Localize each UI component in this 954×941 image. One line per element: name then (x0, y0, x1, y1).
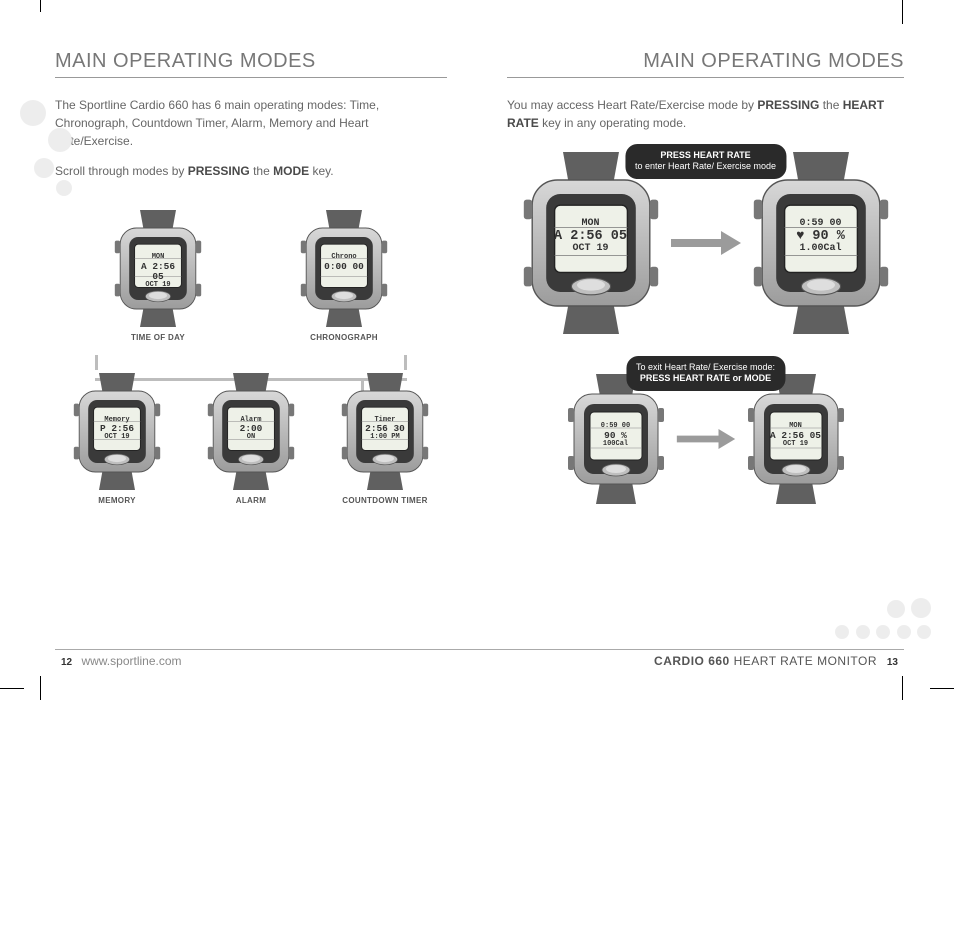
mode-cycle-diagram: MON A 2:56 05 OCT 19 TIME OF DAY (55, 210, 447, 580)
page-number: 13 (887, 657, 898, 668)
callout-enter: PRESS HEART RATE to enter Heart Rate/ Ex… (625, 144, 786, 179)
callout-exit: To exit Heart Rate/ Exercise mode: PRESS… (626, 356, 785, 391)
watch-icon: MON A 2:56 05 OCT 19 (746, 374, 846, 504)
section-heading: MAIN OPERATING MODES (507, 50, 904, 78)
callout-bold: PRESS HEART RATE (660, 150, 750, 160)
footer-right: CARDIO 660 HEART RATE MONITOR 13 (654, 654, 904, 668)
text-bold: MODE (273, 164, 309, 178)
decorative-dots (834, 598, 932, 644)
page-left: MAIN OPERATING MODES The Sportline Cardi… (0, 0, 477, 690)
footer-url: www.sportline.com (81, 654, 181, 668)
callout-bold: PRESS HEART RATE or MODE (640, 373, 771, 383)
watch-memory: Memory P 2:56 OCT 19 MEMORY (72, 373, 162, 506)
callout-text: to enter Heart Rate/ Exercise mode (635, 161, 776, 171)
watch-caption: ALARM (206, 496, 296, 506)
heart-rate-diagram: PRESS HEART RATE to enter Heart Rate/ Ex… (507, 152, 904, 504)
watch-icon: 0:59 00 ♥ 90 % 1.00Cal (751, 152, 891, 334)
connector-line (95, 355, 407, 370)
callout-text: To exit Heart Rate/ Exercise mode: (636, 362, 775, 372)
product-bold: CARDIO 660 (654, 654, 730, 668)
watch-icon: Alarm 2:00 ON (206, 373, 296, 490)
watch-caption: MEMORY (72, 496, 162, 506)
text: You may access Heart Rate/Exercise mode … (507, 98, 757, 112)
product-name: CARDIO 660 HEART RATE MONITOR (654, 654, 881, 668)
page-footer: 12 www.sportline.com CARDIO 660 HEART RA… (55, 649, 904, 668)
text-bold: PRESSING (757, 98, 819, 112)
decorative-dot (34, 158, 54, 178)
watch-countdown-timer: Timer 2:56 30 1:00 PM COUNTDOWN TIMER (340, 373, 430, 506)
watch-chronograph: Chrono 0:00 00 CHRONOGRAPH (299, 210, 389, 343)
decorative-dot (48, 128, 72, 152)
page-spread: MAIN OPERATING MODES The Sportline Cardi… (0, 0, 954, 690)
footer-left: 12 www.sportline.com (55, 654, 182, 668)
section-heading: MAIN OPERATING MODES (55, 50, 447, 78)
watch-caption: TIME OF DAY (113, 333, 203, 343)
watch-time-of-day: MON A 2:56 05 OCT 19 TIME OF DAY (113, 210, 203, 343)
text-bold: PRESSING (188, 164, 250, 178)
watch-icon: Chrono 0:00 00 (299, 210, 389, 327)
watch-alarm: Alarm 2:00 ON ALARM (206, 373, 296, 506)
text: the (250, 164, 273, 178)
text: the (819, 98, 842, 112)
watch-caption: COUNTDOWN TIMER (340, 496, 430, 506)
watch-caption: CHRONOGRAPH (299, 333, 389, 343)
watch-icon: 0:59 00 90 % 100Cal (566, 374, 666, 504)
text: Scroll through modes by (55, 164, 188, 178)
arrow-right-icon (676, 429, 736, 449)
text: key. (309, 164, 333, 178)
decorative-dot (56, 180, 72, 196)
arrow-right-icon (671, 231, 741, 255)
watch-icon: Memory P 2:56 OCT 19 (72, 373, 162, 490)
watch-icon: Timer 2:56 30 1:00 PM (340, 373, 430, 490)
watch-icon: MON A 2:56 05 OCT 19 (113, 210, 203, 327)
text: key in any operating mode. (539, 116, 686, 130)
intro-paragraph: The Sportline Cardio 660 has 6 main oper… (55, 96, 447, 150)
instruction-paragraph: Scroll through modes by PRESSING the MOD… (55, 162, 447, 180)
page-number: 12 (61, 657, 72, 668)
page-right: MAIN OPERATING MODES You may access Hear… (477, 0, 954, 690)
instruction-paragraph: You may access Heart Rate/Exercise mode … (507, 96, 904, 132)
decorative-dot (20, 100, 46, 126)
watch-icon: MON A 2:56 05 OCT 19 (521, 152, 661, 334)
product-rest: HEART RATE MONITOR (730, 654, 877, 668)
